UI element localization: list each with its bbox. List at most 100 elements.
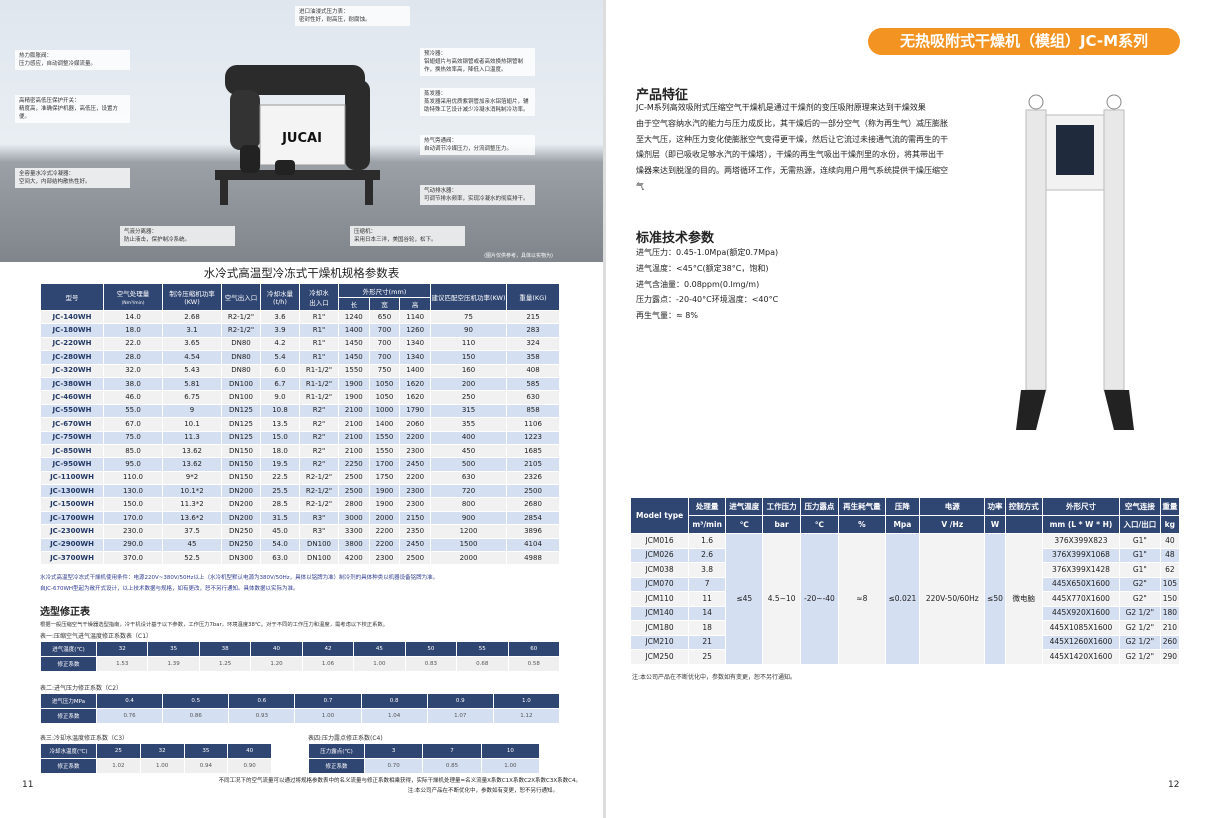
spec-cell: 3.1 [163,324,221,337]
spec-cell: 3.9 [261,324,299,337]
table-cell: 445X770X1600 [1042,592,1119,606]
adsorption-dryer-image [1016,94,1134,430]
spec-table: 型号 空气处理量 (Nm³/min) 制冷压缩机功率(KW) 空气出入口 冷却水量… [40,283,560,565]
svg-text:JUCAI: JUCAI [281,131,322,146]
table-cell: ≤45 [726,534,763,664]
value-header: 32 [140,744,184,758]
spec-cell: 6.7 [261,377,299,391]
spec-cell: 750 [369,364,400,377]
c3-title: 表三:冷却水温度修正系数（C3） [40,735,129,742]
spec-cell: R2" [300,418,338,431]
table-cell: 290 [1160,650,1179,664]
col-dimensions: 外形尺寸(mm) [339,284,430,297]
spec-cell: DN150 [222,471,260,485]
model-row: JCM038 3.8 376X399X1428 G1" 62 [631,563,1179,577]
spec-cell: 1000 [369,404,400,418]
spec-cell: 250 [431,391,506,404]
value-header: 55 [457,642,508,656]
spec-cell: DN150 [222,458,260,471]
table-cell: 3.8 [689,563,726,577]
table-cell: G2" [1120,592,1160,606]
coefficient-cell: 1.53 [97,657,148,671]
col-unit: mm (L * W * H) [1042,516,1119,533]
spec-cell: DN125 [222,431,260,444]
spec-cell: 2326 [507,471,559,485]
spec-cell: 500 [431,458,506,471]
c1-title: 表一:压缩空气进气温度修正系数表（C1） [40,633,153,640]
spec-cell: 720 [431,485,506,498]
spec-row: JC-180WH 18.0 3.1 R2-1/2" 3.9 R1" 1400 700 1260 9… [41,324,559,337]
col-header: 控制方式 [1005,498,1042,515]
spec-row: JC-380WH 38.0 5.81 DN100 6.7 R1-1/2" 1900 1050 1… [41,377,559,391]
spec-cell: 355 [431,418,506,431]
spec-cell: JC-850WH [41,444,103,458]
spec-cell: DN125 [222,418,260,431]
params-heading: 标准技术参数 [636,231,715,246]
coefficient-cell: 0.93 [229,709,295,723]
feature-callout: 气动排水器： 可调节排水频率，实现冷凝水的彻底排干。 [420,185,535,205]
col-weight: 重量(KG) [507,284,559,310]
spec-cell: 3800 [339,538,369,552]
coefficient-cell: 0.70 [365,759,423,773]
spec-cell: 22.5 [261,471,299,485]
param-item: 进气含油量：0.08ppm(0.lmg/m) [636,279,760,289]
spec-cell: JC-180WH [41,324,103,337]
spec-row: JC-950WH 95.0 13.62 DN150 19.5 R2" 2250 1700 245… [41,458,559,471]
spec-cell: JC-220WH [41,337,103,351]
model-row: JCM250 25 445X1420X1600 G2 1/2" 290 [631,650,1179,664]
spec-cell: 6.75 [163,391,221,404]
table-cell: 376X399X823 [1042,534,1119,548]
spec-cell: 1400 [339,324,369,337]
spec-cell: 13.62 [163,444,221,458]
page-gutter [603,0,606,818]
spec-cell: 2300 [400,498,430,511]
table-cell: 376X399X1068 [1042,548,1119,562]
spec-cell: R2-1/2" [300,498,338,511]
spec-cell: 315 [431,404,506,418]
table-cell: 445X650X1600 [1042,577,1119,591]
spec-cell: 2060 [400,418,430,431]
table-cell: 105 [1160,577,1179,591]
feature-callout: 全容量水冷式冷凝器： 空间大，内部结构散热性好。 [15,168,130,188]
param-item: 压力露点：-20-40°C环境温度：<40°C [636,295,779,305]
spec-cell: 11.3 [163,431,221,444]
jcm-spec-table: Model type 处理量 进气温度 工作压力 压力露点 再生耗气量 压降 电源 功率 控制方式… [630,497,1180,665]
spec-cell: 2500 [507,485,559,498]
coefficient-cell: 1.20 [251,657,302,671]
param-item: 再生气量：≈ 8% [636,311,698,321]
spec-cell: 32.0 [104,364,162,377]
table-cell: 2.6 [689,548,726,562]
feature-callout: 压缩机： 采用日本三洋，美国谷轮，松下。 [350,226,465,246]
spec-cell: 290.0 [104,538,162,552]
spec-cell: JC-750WH [41,431,103,444]
coefficient-cell: 1.06 [302,657,354,671]
spec-cell: JC-1700WH [41,511,103,525]
spec-cell: R1" [300,351,338,364]
spec-row: JC-140WH 14.0 2.68 R2-1/2" 3.6 R1" 1240 650 1140… [41,311,559,324]
model-row: JCM070 7 445X650X1600 G2" 105 [631,577,1179,591]
table-cell: 40 [1160,534,1179,548]
table-cell: -20~-40 [800,534,839,664]
table-cell: JCM070 [631,577,689,591]
value-header: 50 [405,642,457,656]
spec-cell: R2-1/2" [300,485,338,498]
table-cell: 260 [1160,635,1179,649]
feature-callout: 进口油浸式压力表： 密封性好，耐高压，耐腐蚀。 [295,6,410,26]
c3-correction-table: 冷却水温度(℃) 25 32 35 40 修正系数 1.02 1.00 0.94 0.90 [40,743,272,774]
spec-cell: 1500 [431,538,506,552]
spec-cell: 9*2 [163,471,221,485]
param-item: 进气压力：0.45-1.0Mpa(额定0.7Mpa) [636,248,779,257]
value-header: 0.4 [97,694,163,708]
spec-cell: 400 [431,431,506,444]
spec-cell: 4.2 [261,337,299,351]
model-row: JCM026 2.6 376X399X1068 G1" 48 [631,548,1179,562]
spec-cell: 2450 [400,458,430,471]
spec-cell: 3000 [339,511,369,525]
spec-cell: 5.81 [163,377,221,391]
coefficient-cell: 0.86 [163,709,229,723]
spec-cell: 75.0 [104,431,162,444]
spec-cell: 650 [369,311,400,324]
spec-cell: DN250 [222,525,260,538]
table-cell: JCM110 [631,592,689,606]
spec-row: JC-750WH 75.0 11.3 DN125 15.0 R2" 2100 1550 2200… [41,431,559,444]
